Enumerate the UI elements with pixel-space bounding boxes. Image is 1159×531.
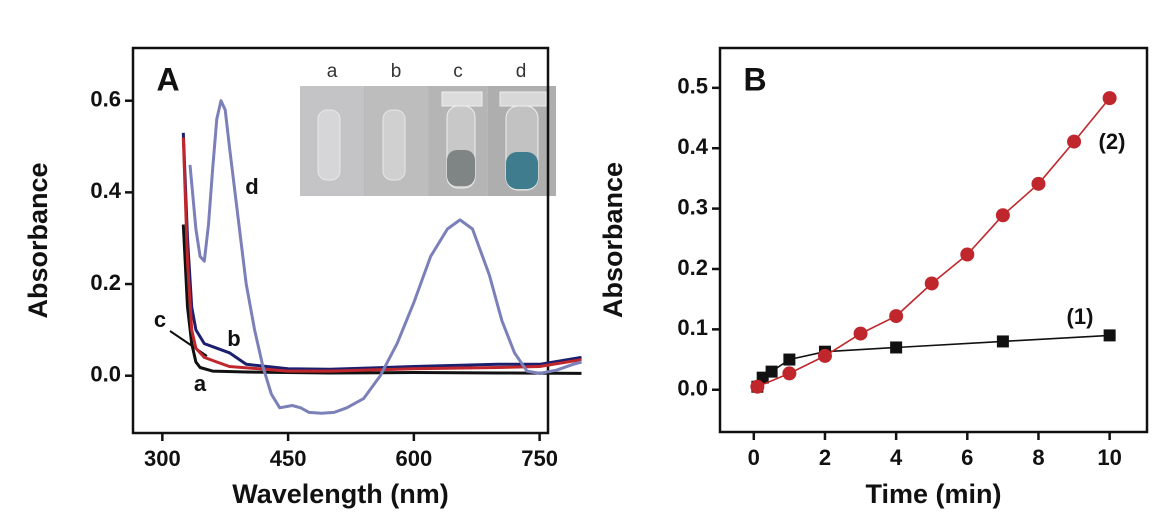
x-tick-label: 2 [819,445,831,470]
x-tick-label: 750 [521,446,558,471]
series-label: c [154,307,166,332]
y-tick-label: 0.2 [677,255,708,280]
plot-frame [131,46,550,435]
y-tick-label: 0.0 [90,362,121,387]
series-label: (2) [1099,129,1126,154]
marker [924,276,939,291]
y-tick-label: 0.1 [677,315,708,340]
y-tick-label: 0.2 [90,270,121,295]
inset-label: b [391,61,402,82]
marker [889,309,904,324]
y-tick-label: 0.0 [677,376,708,401]
series-line [181,132,582,371]
inset-label: c [453,61,463,82]
series-line [181,224,582,375]
plot-frame [718,46,1149,434]
y-tick-label: 0.4 [90,178,121,203]
x-tick-label: 10 [1097,445,1121,470]
marker [782,366,797,381]
marker [1102,91,1117,106]
y-tick-label: 0.5 [677,74,708,99]
marker [1103,329,1116,342]
marker [960,247,975,262]
marker [853,326,868,341]
x-tick-label: 300 [144,446,181,471]
y-axis-label: Absorbance [23,162,53,318]
marker [890,341,903,354]
inset-label: d [516,61,527,82]
series-line [756,334,1110,388]
inset-label: a [327,61,338,82]
marker [995,208,1010,223]
x-axis-label: Time (min) [865,479,1001,509]
x-axis-label: Wavelength (nm) [232,479,449,509]
series-label: (1) [1067,304,1094,329]
series-line [188,99,582,415]
marker [783,353,796,366]
y-tick-label: 0.3 [677,194,708,219]
x-tick-label: 450 [270,446,307,471]
y-tick-label: 0.4 [677,134,708,159]
marker [996,335,1009,348]
series-label: b [227,326,240,351]
series-label: d [245,174,258,199]
series-label: a [194,371,207,396]
y-tick-label: 0.6 [90,87,121,112]
y-axis-label: Absorbance [598,162,628,318]
marker [750,379,765,394]
series-line [181,137,582,373]
x-tick-label: 4 [890,445,903,470]
x-tick-label: 6 [961,445,973,470]
marker [765,365,778,378]
x-tick-label: 600 [395,446,432,471]
marker [817,348,832,363]
x-tick-label: 8 [1032,445,1044,470]
marker [1067,134,1082,149]
panel-label: B [743,61,766,97]
x-tick-label: 0 [748,445,760,470]
panel-label: A [156,61,179,97]
marker [1031,176,1046,191]
series-line [757,97,1111,388]
inset-photo [300,86,556,196]
